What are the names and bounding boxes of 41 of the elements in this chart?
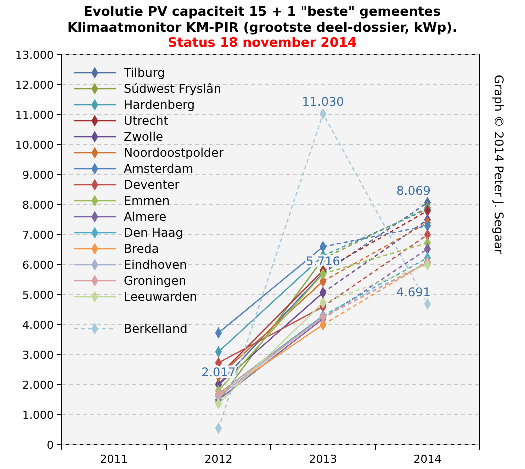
legend-label: Breda (124, 242, 160, 256)
legend-label: Den Haag (124, 226, 184, 240)
x-tick-label: 2011 (100, 453, 128, 466)
y-tick-label: 7.000 (22, 229, 54, 242)
x-tick-label: 2013 (309, 453, 338, 466)
y-tick-label: 1.000 (22, 409, 54, 422)
y-tick-label: 8.000 (22, 199, 54, 212)
x-tick-label: 2014 (414, 453, 442, 466)
y-tick-label: 11.000 (16, 109, 54, 122)
annotation: 4.691 (396, 285, 431, 300)
annotation: 8.069 (396, 184, 431, 198)
y-tick-label: 0 (47, 439, 54, 452)
legend-label: Tilburg (123, 66, 166, 80)
y-tick-label: 9.000 (22, 169, 54, 182)
y-tick-label: 2.000 (22, 379, 54, 392)
text: Status 18 november 2014 (168, 36, 357, 51)
legend-label: Noordoostpolder (124, 146, 224, 160)
legend-label: Súdwest Fryslân (124, 82, 222, 96)
legend-label: Amsterdam (124, 162, 194, 176)
legend-label: Emmen (124, 194, 170, 208)
y-tick-label: 5.000 (22, 289, 54, 302)
legend-label: Leeuwarden (124, 290, 198, 304)
y-tick-label: 4.000 (22, 319, 54, 332)
legend-label: Berkelland (124, 322, 188, 336)
y-tick-label: 12.000 (16, 79, 54, 92)
legend-label: Utrecht (124, 114, 169, 128)
x-tick-label: 2012 (204, 453, 233, 466)
y-tick-label: 6.000 (22, 259, 54, 272)
text: Graph © 2014 Peter J. Segaar (492, 75, 506, 254)
legend-label: Hardenberg (124, 98, 196, 112)
y-tick-label: 3.000 (22, 349, 54, 362)
legend-label: Eindhoven (124, 258, 188, 272)
legend-label: Zwolle (124, 130, 164, 144)
y-tick-label: 10.000 (16, 139, 54, 152)
text: Klimaatmonitor KM-PIR (grootste deel-dossier, kWp). (68, 21, 458, 36)
legend-label: Groningen (124, 274, 186, 288)
annotation: 11.030 (302, 95, 344, 110)
y-tick-label: 13.000 (16, 49, 54, 62)
legend-label: Almere (124, 210, 167, 224)
chart-title: Evolutie PV capaciteit 15 + 1 "beste" gemeentes (84, 5, 442, 20)
legend-label: Deventer (124, 178, 180, 192)
